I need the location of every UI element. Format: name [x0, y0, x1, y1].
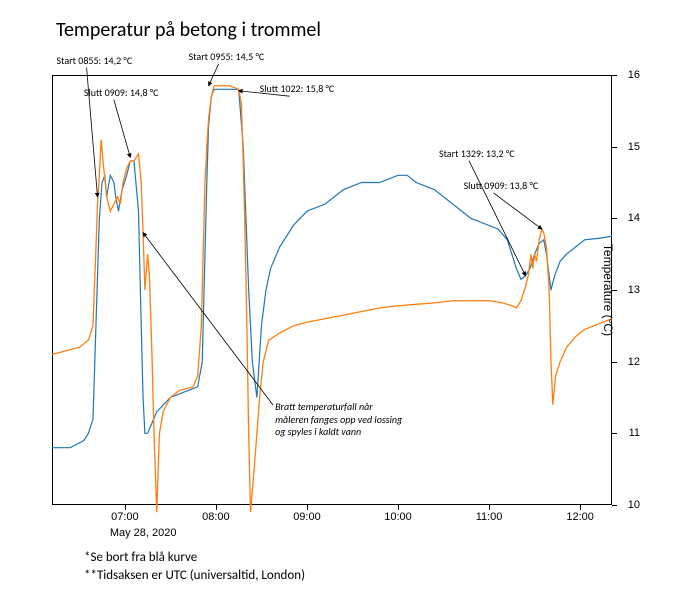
- y-tick-mark: [612, 290, 617, 291]
- annotation-a6: Slutt 0909: 13,8 °C: [464, 179, 539, 192]
- chart-title: Temperatur på betong i trommel: [56, 18, 321, 42]
- x-date-label: May 28, 2020: [110, 527, 177, 539]
- x-tick-label: 11:00: [476, 511, 503, 523]
- x-tick-mark: [580, 505, 581, 510]
- y-tick-label: 12: [628, 356, 640, 368]
- y-tick-label: 13: [628, 284, 640, 296]
- x-tick-mark: [398, 505, 399, 510]
- x-tick-mark: [307, 505, 308, 510]
- annotation-a3: Start 0955: 14,5 °C: [189, 50, 265, 63]
- x-tick-label: 12:00: [566, 511, 594, 523]
- chart-lines: [52, 75, 612, 505]
- series-orange: [52, 86, 612, 512]
- x-tick-label: 08:00: [202, 511, 230, 523]
- y-tick-mark: [612, 218, 617, 219]
- y-tick-mark: [612, 362, 617, 363]
- footnote-2: **Tidsaksen er UTC (universaltid, London…: [84, 568, 305, 583]
- x-tick-mark: [125, 505, 126, 510]
- annotation-a1: Start 0855: 14,2 °C: [57, 54, 133, 67]
- annotation-a5: Start 1329: 13,2 °C: [439, 147, 515, 160]
- y-tick-label: 16: [628, 69, 640, 81]
- y-tick-mark: [612, 433, 617, 434]
- x-tick-label: 07:00: [111, 511, 139, 523]
- x-tick-label: 09:00: [293, 511, 321, 523]
- figure-container: Temperatur på betong i trommel Temperatu…: [0, 0, 674, 605]
- y-tick-label: 14: [628, 212, 640, 224]
- x-tick-mark: [489, 505, 490, 510]
- annotation-italic-note: Bratt temperaturfall når måleren fanges …: [275, 401, 405, 439]
- y-tick-mark: [612, 505, 617, 506]
- footnote-1: *Se bort fra blå kurve: [84, 550, 197, 565]
- plot-area: Temperature (°C) 1011121314151607:0008:0…: [52, 75, 612, 505]
- x-tick-label: 10:00: [384, 511, 412, 523]
- y-tick-mark: [612, 75, 617, 76]
- y-tick-mark: [612, 147, 617, 148]
- y-tick-label: 10: [628, 499, 640, 511]
- x-tick-mark: [216, 505, 217, 510]
- y-tick-label: 11: [629, 427, 640, 439]
- y-tick-label: 15: [628, 141, 640, 153]
- annotation-a2: Slutt 0909: 14,8 °C: [84, 86, 159, 99]
- annotation-a4: Slutt 1022: 15,8 °C: [260, 82, 335, 95]
- series-blue: [52, 89, 612, 447]
